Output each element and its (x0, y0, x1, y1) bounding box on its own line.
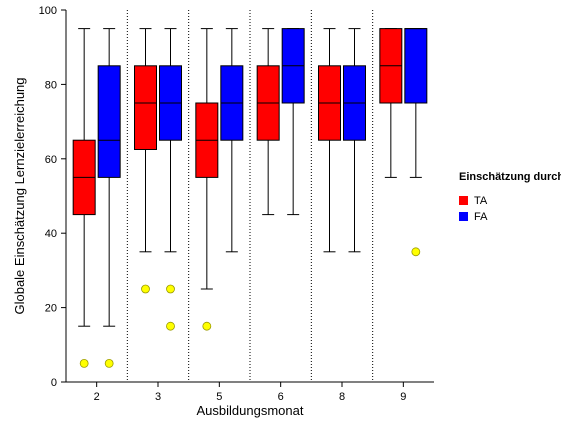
y-axis-title: Globale Einschätzung Lernzielerreichung (12, 77, 27, 314)
y-tick-label: 60 (45, 154, 57, 166)
y-tick-label: 40 (45, 228, 57, 240)
legend-label-fa: FA (474, 211, 488, 223)
box-fa (404, 28, 428, 104)
outlier-point (104, 358, 114, 368)
y-tick-label: 80 (45, 79, 57, 91)
legend-title: Einschätzung durch (459, 171, 561, 183)
outlier-point (411, 247, 421, 257)
outlier-point (166, 321, 175, 331)
plot-area: 0 20 40 60 80 100 2 3 5 6 8 9 (39, 5, 434, 403)
legend-label-ta: TA (474, 195, 488, 207)
outlier-point (79, 358, 89, 368)
outlier-point (202, 321, 212, 331)
x-tick-label: 3 (155, 391, 161, 403)
box-ta (134, 65, 157, 150)
outlier-point (166, 284, 175, 294)
y-tick-label: 100 (39, 5, 57, 17)
y-tick-label: 0 (51, 377, 57, 389)
x-axis-title: Ausbildungsmonat (197, 403, 304, 418)
legend-swatch-ta (459, 196, 468, 205)
legend-swatch-fa (459, 212, 468, 221)
x-tick-label: 9 (400, 391, 406, 403)
x-tick-label: 5 (216, 391, 222, 403)
outlier-point (141, 284, 150, 294)
y-tick-label: 20 (45, 303, 57, 315)
x-tick-label: 8 (339, 391, 345, 403)
x-tick-label: 2 (94, 391, 100, 403)
box-fa (97, 65, 121, 178)
x-tick-label: 6 (278, 391, 284, 403)
legend: Einschätzung durch TA FA (459, 171, 561, 223)
